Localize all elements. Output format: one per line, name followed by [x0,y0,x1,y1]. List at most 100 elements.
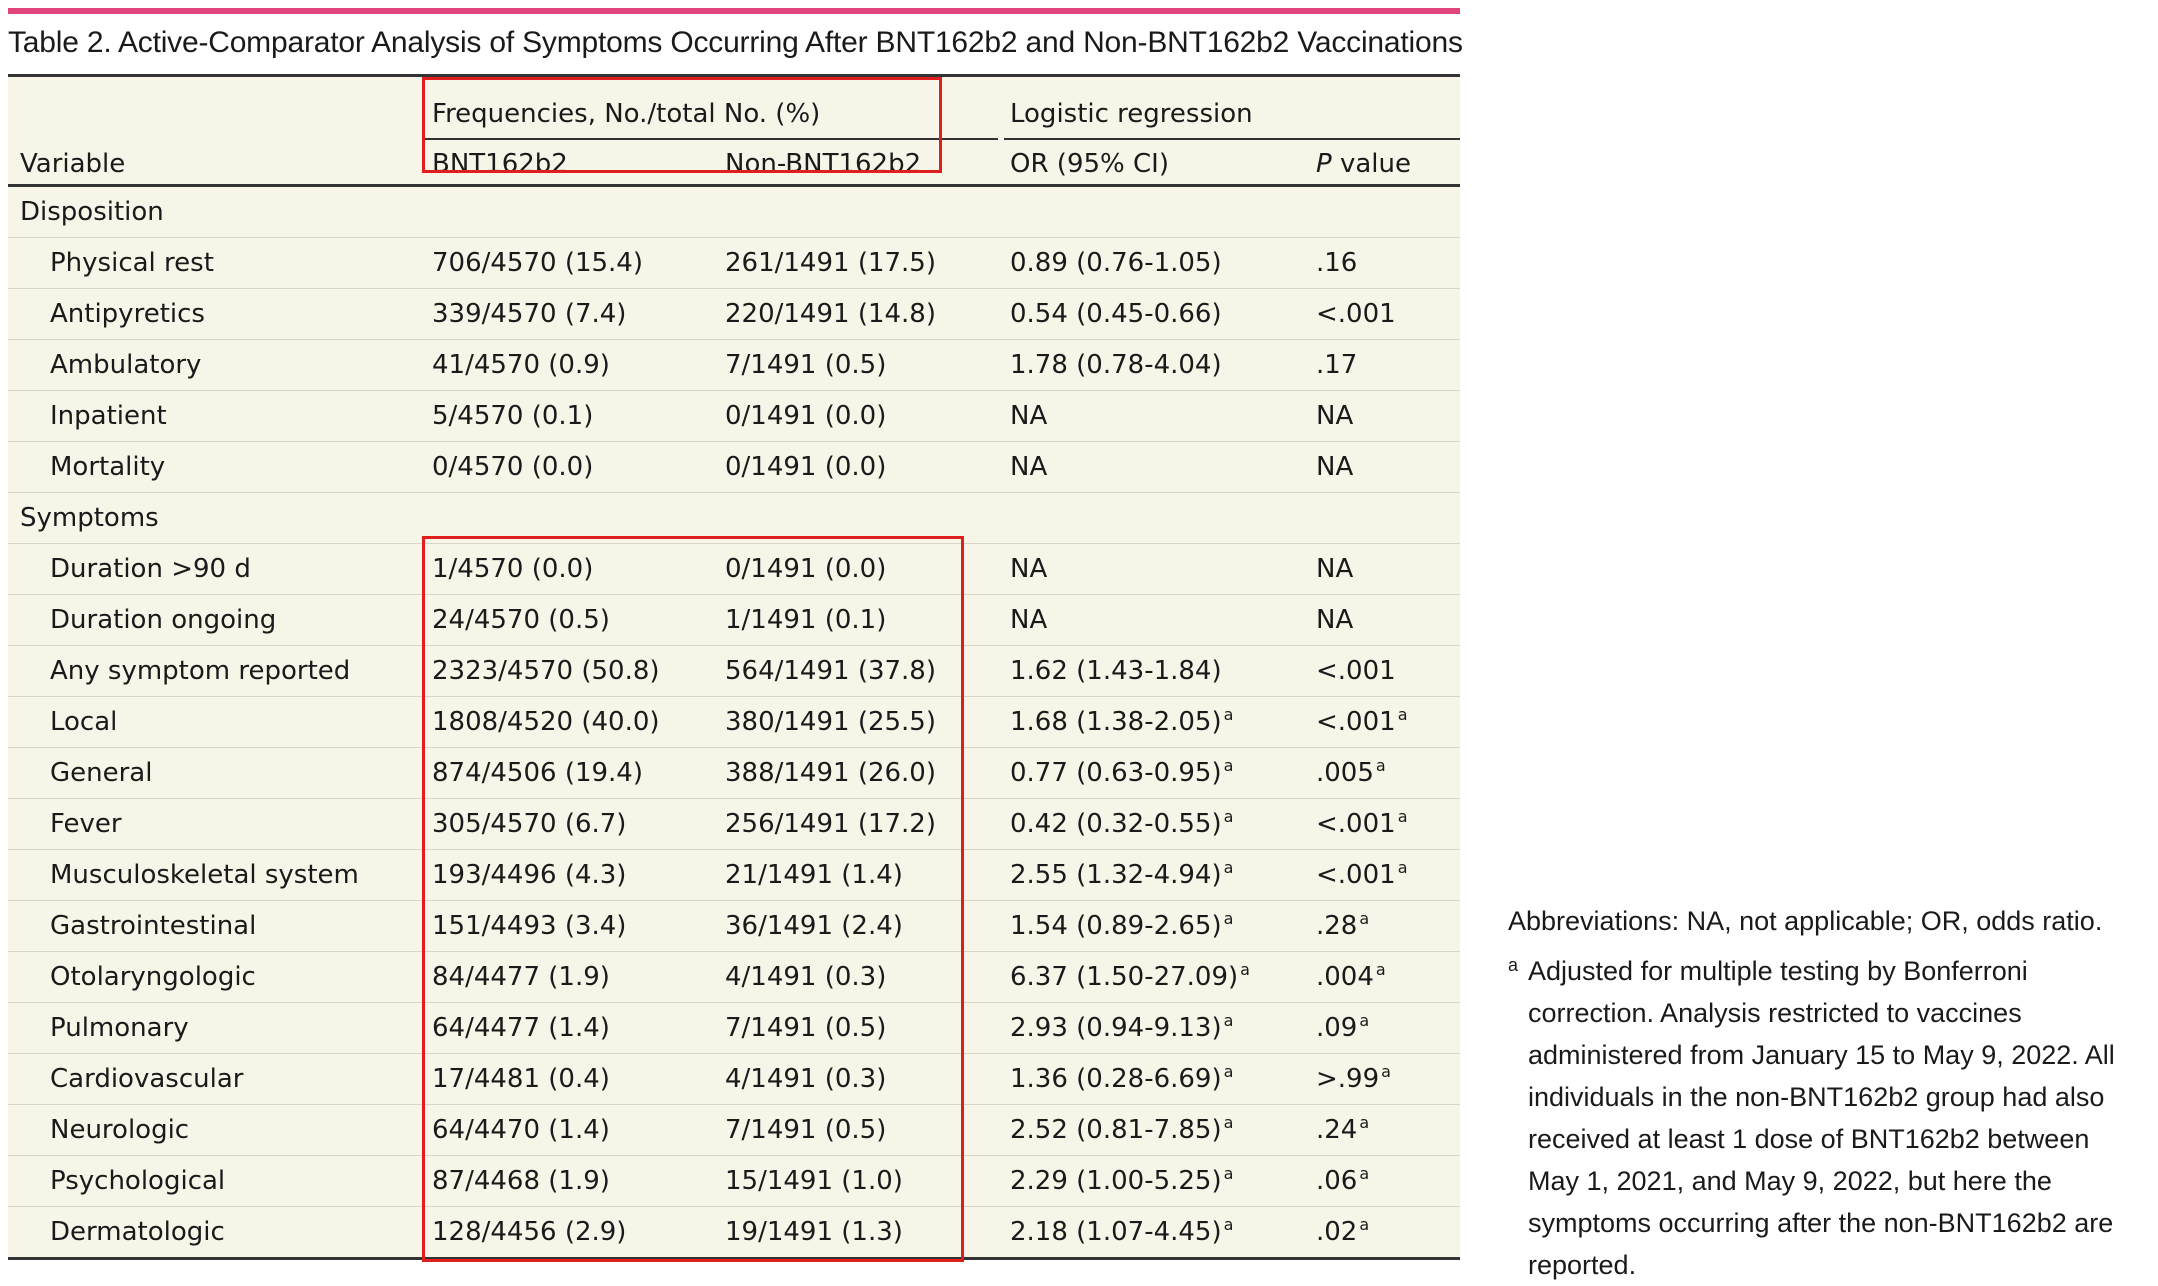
cell-p-value: .28 a [1316,901,1369,951]
cell-non-bnt162b2: 19/1491 (1.3) [725,1207,903,1257]
cell-non-bnt162b2: 36/1491 (2.4) [725,901,903,951]
cell-p-value-text: <.001 [1316,860,1396,890]
footnote-superscript: a [1223,909,1234,928]
cell-bnt162b2-text: 128/4456 (2.9) [432,1217,627,1247]
cell-non-bnt162b2-text: 380/1491 (25.5) [725,707,936,737]
cell-non-bnt162b2-text: 15/1491 (1.0) [725,1166,903,1196]
cell-bnt162b2: 1/4570 (0.0) [432,544,593,594]
cell-or-ci-text: 2.29 (1.00-5.25) [1010,1166,1222,1196]
cell-bnt162b2-text: 84/4477 (1.9) [432,962,610,992]
cell-bnt162b2: 128/4456 (2.9) [432,1207,626,1257]
footnote-superscript: a [1223,756,1234,775]
cell-variable: Pulmonary [50,1003,189,1053]
cell-bnt162b2: 5/4570 (0.1) [432,391,593,441]
table-body: Disposition Physical rest 706/4570 (15.4) 2… [8,187,1460,1257]
footnote-superscript: a [1223,807,1234,826]
cell-p-value-text: .02 [1316,1217,1358,1247]
cell-bnt162b2-text: 64/4470 (1.4) [432,1115,610,1145]
footnote-superscript: a [1359,1215,1370,1234]
cell-variable-text: Antipyretics [50,299,205,329]
cell-non-bnt162b2-text: 7/1491 (0.5) [725,350,887,380]
cell-p-value: <.001 a [1316,697,1408,747]
cell-non-bnt162b2: 388/1491 (26.0) [725,748,936,798]
header-group-rule-logistic [1004,138,1460,140]
cell-or-ci: 1.78 (0.78-4.04) [1010,340,1222,390]
cell-or-ci: NA [1010,544,1047,594]
footnote-mark: a [1508,955,1519,975]
cell-bnt162b2: 151/4493 (3.4) [432,901,626,951]
cell-or-ci-text: 1.68 (1.38-2.05) [1010,707,1222,737]
cell-p-value: NA [1316,544,1353,594]
table-row: General 874/4506 (19.4) 388/1491 (26.0) 0.7… [8,748,1460,799]
cell-or-ci: 1.62 (1.43-1.84) [1010,646,1222,696]
cell-variable: Fever [50,799,122,849]
cell-non-bnt162b2-text: 220/1491 (14.8) [725,299,936,329]
table-row: Gastrointestinal 151/4493 (3.4) 36/1491 (2… [8,901,1460,952]
cell-bnt162b2-text: 1808/4520 (40.0) [432,707,660,737]
cell-or-ci: 2.18 (1.07-4.45) a [1010,1207,1233,1257]
cell-or-ci-text: 0.54 (0.45-0.66) [1010,299,1222,329]
cell-or-ci: 0.89 (0.76-1.05) [1010,238,1222,288]
cell-or-ci: NA [1010,595,1047,645]
cell-variable: Duration >90 d [50,544,251,594]
footnote-superscript: a [1223,1062,1234,1081]
table-row: Psychological 87/4468 (1.9) 15/1491 (1.0) 2… [8,1156,1460,1207]
abbreviations-note: Abbreviations: NA, not applicable; OR, o… [1508,906,2103,936]
cell-variable: Duration ongoing [50,595,276,645]
footnote-a: a Adjusted for multiple testing by Bonfe… [1508,950,2128,1286]
footnote-superscript: a [1359,909,1370,928]
footnote-superscript: a [1359,1164,1370,1183]
cell-bnt162b2: 87/4468 (1.9) [432,1156,610,1206]
cell-variable-text: Local [50,707,118,737]
cell-p-value-text: <.001 [1316,809,1396,839]
footnote-superscript: a [1381,1062,1391,1081]
cell-non-bnt162b2: 15/1491 (1.0) [725,1156,903,1206]
header-group-frequencies: Frequencies, No./total No. (%) [432,99,821,129]
table-row: Cardiovascular 17/4481 (0.4) 4/1491 (0.3) 1… [8,1054,1460,1105]
footnote-text: Adjusted for multiple testing by Bonferr… [1528,956,2115,1280]
cell-variable-text: Duration ongoing [50,605,277,635]
cell-non-bnt162b2: 4/1491 (0.3) [725,952,886,1002]
cell-bnt162b2-text: 17/4481 (0.4) [432,1064,610,1094]
cell-non-bnt162b2: 261/1491 (17.5) [725,238,936,288]
cell-variable: Dermatologic [50,1207,225,1257]
table-notes: Abbreviations: NA, not applicable; OR, o… [1508,900,2128,1286]
cell-variable: Gastrointestinal [50,901,256,951]
cell-or-ci: NA [1010,442,1047,492]
footnote-superscript: a [1375,960,1386,979]
cell-or-ci: 2.93 (0.94-9.13) a [1010,1003,1233,1053]
table-header: Frequencies, No./total No. (%) Logistic … [8,77,1460,187]
cell-p-value-text: NA [1316,401,1354,431]
cell-bnt162b2-text: 1/4570 (0.0) [432,554,594,584]
cell-or-ci-text: NA [1010,401,1048,431]
cell-bnt162b2-text: 193/4496 (4.3) [432,860,627,890]
cell-variable-text: Duration >90 d [50,554,251,584]
header-or-ci: OR (95% CI) [1010,149,1169,179]
cell-non-bnt162b2: 256/1491 (17.2) [725,799,936,849]
table-row: Physical rest 706/4570 (15.4) 261/1491 (17… [8,238,1460,289]
table-row: Inpatient 5/4570 (0.1) 0/1491 (0.0) NA NA [8,391,1460,442]
table-row: Mortality 0/4570 (0.0) 0/1491 (0.0) NA NA [8,442,1460,493]
section-header-disposition: Disposition [8,187,1460,238]
cell-variable: Local [50,697,117,747]
header-bnt162b2: BNT162b2 [432,149,568,179]
cell-p-value: <.001 [1316,646,1396,696]
cell-p-value-text: .004 [1316,962,1374,992]
cell-variable: Otolaryngologic [50,952,256,1002]
cell-non-bnt162b2: 0/1491 (0.0) [725,442,886,492]
cell-p-value: .02 a [1316,1207,1369,1257]
cell-or-ci-text: 0.77 (0.63-0.95) [1010,758,1222,788]
cell-or-ci-text: 1.36 (0.28-6.69) [1010,1064,1222,1094]
cell-or-ci-text: 2.93 (0.94-9.13) [1010,1013,1222,1043]
footnote-superscript: a [1397,807,1408,826]
cell-or-ci-text: 1.78 (0.78-4.04) [1010,350,1222,380]
footnote-superscript: a [1240,960,1250,979]
cell-p-value: <.001 a [1316,799,1408,849]
cell-p-value-text: .16 [1316,248,1358,278]
cell-variable-text: Inpatient [50,401,167,431]
cell-variable-text: Any symptom reported [50,656,351,686]
header-group-rule-frequencies [424,138,998,140]
section-header-symptoms: Symptoms [8,493,1460,544]
cell-or-ci: 6.37 (1.50-27.09) a [1010,952,1250,1002]
footnote-superscript: a [1223,1215,1234,1234]
